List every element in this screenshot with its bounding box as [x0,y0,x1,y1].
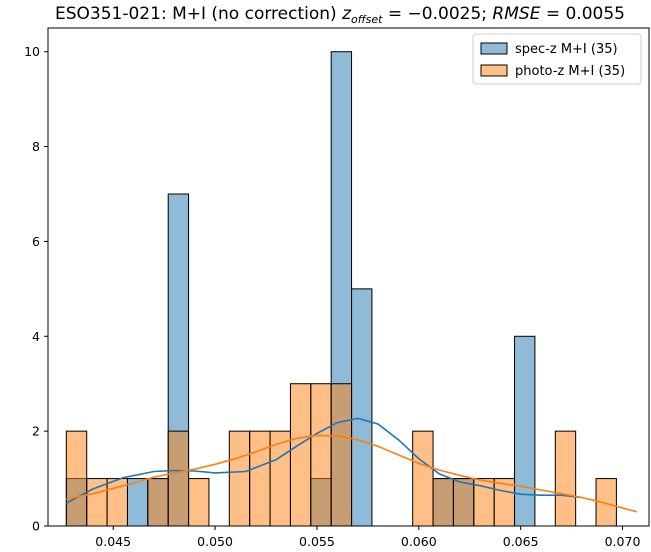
legend-swatch-series-2 [480,64,508,77]
legend-label-series-2: photo-z M+I (35) [515,64,625,79]
y-tick-label: 0 [32,519,40,534]
x-tick-label: 0.060 [401,534,437,549]
bar-series-2 [289,383,312,527]
bar-series-2 [188,478,210,527]
title-z-symbol: z [341,4,352,24]
bar-series-2 [249,430,271,527]
x-tick-label: 0.050 [197,534,233,549]
y-tick-label: 10 [24,44,40,59]
bar-series-2 [86,478,108,527]
axes: 0.045 0.050 0.055 0.060 0.065 0.070 0 2 4 6 8 10 [24,27,650,549]
y-tick-label: 4 [32,329,40,344]
axes-frame [47,27,650,527]
y-tick-label: 8 [32,139,40,154]
bar-series-2 [147,478,169,527]
title-prefix: ESO351-021: M+I (no correction) [55,4,342,24]
bar-series-2 [412,430,434,527]
bar-series-2 [228,430,251,527]
legend-swatch-series-1 [480,42,508,55]
title-middle: = −0.0025; [383,4,493,24]
bar-series-2 [65,430,88,527]
kde-line-series-2 [66,434,638,513]
bar-series-2 [167,430,190,527]
bar-series-2 [554,430,577,527]
legend-label-series-1: spec-z M+I (35) [515,42,618,57]
x-tick-label: 0.055 [299,534,335,549]
y-tick-label: 2 [32,424,40,439]
bar-series-1 [126,478,149,527]
y-tick-label: 6 [32,234,40,249]
title-suffix: = 0.0055 [540,4,625,24]
chart-title: ESO351-021: M+I (no correction) zoffset … [55,4,625,26]
bar-series-2 [310,383,332,527]
kde-line-series-1 [65,417,582,504]
bar-series-2 [432,478,454,527]
legend-box [472,33,642,85]
title-z-subscript: offset [351,13,383,26]
x-tick-label: 0.065 [503,534,539,549]
x-tick-label: 0.045 [95,534,131,549]
legend: spec-z M+I (35) photo-z M+I (35) [472,33,642,85]
bar-series-1 [514,335,536,527]
plot-area [65,51,638,527]
x-tick-label: 0.070 [605,534,641,549]
bar-series-2 [330,383,353,527]
title-rmse: RMSE [492,4,540,24]
bar-series-2 [452,478,475,527]
bar-series-1 [351,288,373,527]
